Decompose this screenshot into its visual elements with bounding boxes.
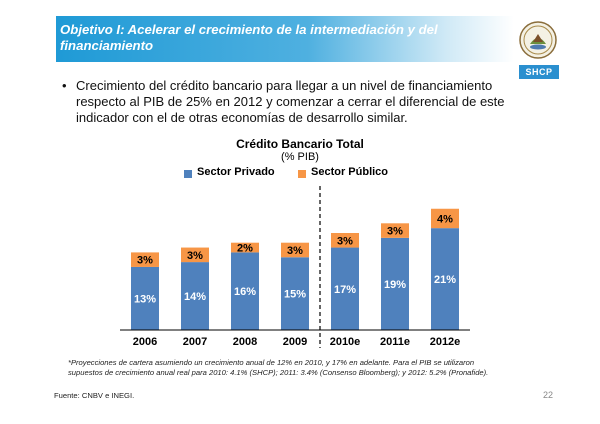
- legend-swatch-sector-publico: [298, 170, 306, 178]
- bar-sector-publico: [381, 223, 409, 238]
- bar-sector-publico: [431, 208, 459, 229]
- bar-sector-privado: [381, 237, 409, 330]
- data-label-sector-privado: 16%: [234, 286, 256, 298]
- bullet-text: Crecimiento del crédito bancario para ll…: [76, 78, 505, 125]
- bar-sector-privado: [281, 257, 309, 330]
- bar-sector-publico: [231, 242, 259, 253]
- data-label-sector-publico: 3%: [337, 235, 353, 247]
- title-banner: [56, 16, 514, 62]
- bar-sector-privado: [231, 252, 259, 330]
- x-tick-label: 2011e: [380, 336, 410, 348]
- data-label-sector-privado: 19%: [384, 279, 406, 291]
- bar-sector-privado: [331, 247, 359, 330]
- mexico-seal-icon: [519, 21, 557, 59]
- page-number: 22: [543, 390, 554, 400]
- legend-label-sector-privado: Sector Privado: [197, 166, 275, 178]
- slide-title: Objetivo I: Acelerar el crecimiento de l…: [60, 22, 438, 53]
- data-label-sector-publico: 4%: [437, 213, 453, 225]
- data-label-sector-publico: 2%: [237, 243, 253, 255]
- bullet-dot-icon: •: [62, 78, 67, 93]
- bullet-point: • Crecimiento del crédito bancario para …: [62, 78, 532, 126]
- data-label-sector-privado: 21%: [434, 274, 456, 286]
- legend-swatch-sector-privado: [184, 170, 192, 178]
- x-tick-label: 2010e: [330, 336, 361, 348]
- data-label-sector-privado: 15%: [284, 289, 306, 301]
- x-tick-label: 2008: [233, 336, 257, 348]
- data-label-sector-privado: 17%: [334, 284, 356, 296]
- data-label-sector-publico: 3%: [187, 250, 203, 262]
- data-label-sector-privado: 14%: [184, 291, 206, 303]
- data-label-sector-publico: 3%: [137, 255, 153, 267]
- bar-sector-privado: [431, 228, 459, 330]
- bar-sector-publico: [331, 233, 359, 248]
- bar-sector-privado: [181, 262, 209, 330]
- data-label-sector-privado: 13%: [134, 293, 156, 305]
- bar-sector-publico: [131, 252, 159, 267]
- x-tick-label: 2006: [133, 336, 157, 348]
- x-tick-label: 2009: [283, 336, 307, 348]
- data-label-sector-publico: 3%: [387, 226, 403, 238]
- bar-sector-publico: [181, 247, 209, 263]
- shcp-logo: SHCP: [519, 65, 559, 79]
- footnote: *Proyecciones de cartera asumiendo un cr…: [68, 358, 489, 377]
- data-label-sector-publico: 3%: [287, 245, 303, 257]
- chart-subtitle: (% PIB): [281, 151, 319, 163]
- bar-sector-privado: [131, 266, 159, 330]
- bar-sector-publico: [281, 242, 309, 258]
- source-note: Fuente: CNBV e INEGI.: [54, 391, 135, 400]
- x-tick-label: 2012e: [430, 336, 461, 348]
- chart-title: Crédito Bancario Total: [236, 137, 364, 151]
- legend-label-sector-publico: Sector Público: [311, 166, 389, 178]
- x-tick-label: 2007: [183, 336, 207, 348]
